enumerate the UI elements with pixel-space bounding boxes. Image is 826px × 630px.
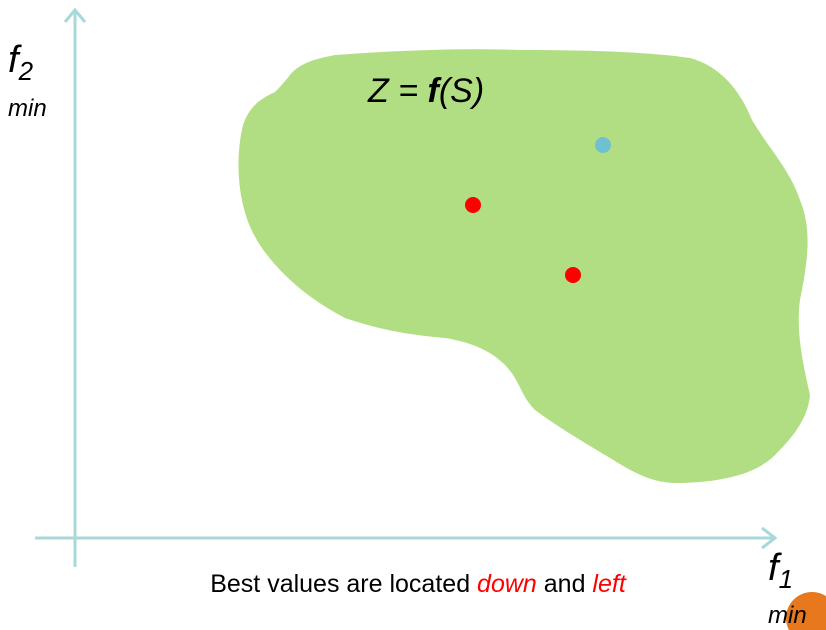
y-axis-symbol: f2 (8, 39, 34, 86)
label-part: Z = (367, 72, 428, 110)
symbol: f (8, 39, 22, 81)
y-arrow (63, 7, 87, 23)
symbol: f (768, 547, 782, 589)
point (595, 137, 611, 153)
x-arrow (761, 526, 778, 550)
x-axis-label: min (768, 602, 807, 629)
label-part: f (428, 72, 443, 110)
region-label: Z = f(S) (367, 72, 484, 110)
caption-part: left (592, 570, 626, 598)
x-axis-symbol: f1 (768, 547, 793, 594)
objective-region (238, 49, 810, 484)
caption-part: Best values are located (210, 570, 477, 598)
y-axis-label: min (8, 95, 47, 122)
caption-part: down (477, 570, 537, 598)
logo (786, 592, 826, 630)
label-part: (S) (439, 72, 484, 110)
subscript: 1 (779, 564, 793, 594)
point (465, 197, 481, 213)
axes (35, 7, 778, 567)
caption: Best values are located down and left (210, 570, 627, 598)
subscript: 2 (18, 56, 34, 86)
point (565, 267, 581, 283)
caption-part: and (537, 570, 593, 598)
